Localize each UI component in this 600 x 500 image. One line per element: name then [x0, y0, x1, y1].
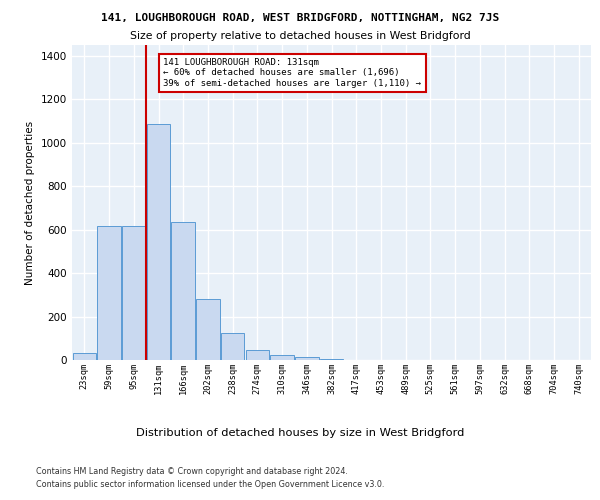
Bar: [147, 124, 170, 360]
Bar: [196, 299, 220, 360]
Text: Size of property relative to detached houses in West Bridgford: Size of property relative to detached ho…: [130, 31, 470, 41]
Bar: [122, 226, 146, 360]
Bar: [97, 226, 121, 360]
Bar: [221, 333, 244, 360]
Text: Contains public sector information licensed under the Open Government Licence v3: Contains public sector information licen…: [36, 480, 385, 489]
Bar: [271, 355, 294, 360]
Text: Distribution of detached houses by size in West Bridgford: Distribution of detached houses by size …: [136, 428, 464, 438]
Text: 141, LOUGHBOROUGH ROAD, WEST BRIDGFORD, NOTTINGHAM, NG2 7JS: 141, LOUGHBOROUGH ROAD, WEST BRIDGFORD, …: [101, 12, 499, 22]
Bar: [295, 357, 319, 360]
Text: 141 LOUGHBOROUGH ROAD: 131sqm
← 60% of detached houses are smaller (1,696)
39% o: 141 LOUGHBOROUGH ROAD: 131sqm ← 60% of d…: [163, 58, 421, 88]
Bar: [245, 350, 269, 360]
Text: Contains HM Land Registry data © Crown copyright and database right 2024.: Contains HM Land Registry data © Crown c…: [36, 467, 348, 476]
Bar: [73, 354, 96, 360]
Bar: [320, 359, 343, 360]
Bar: [172, 222, 195, 360]
Y-axis label: Number of detached properties: Number of detached properties: [25, 120, 35, 284]
